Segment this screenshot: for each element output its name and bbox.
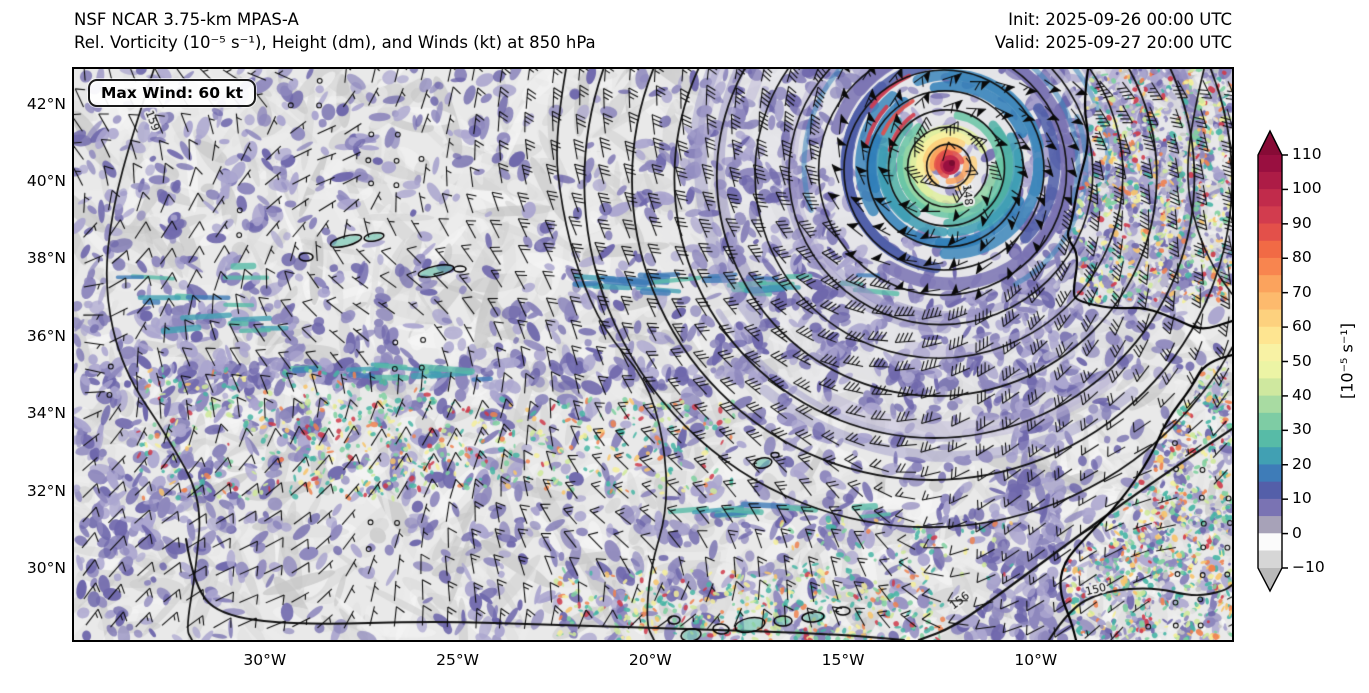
colorbar-tick-label: 10 xyxy=(1292,489,1312,508)
lat-tick-label: 36°N xyxy=(26,326,66,345)
colorbar-tick-label: 60 xyxy=(1292,317,1312,336)
colorbar-gradient xyxy=(1257,129,1288,593)
colorbar-tick-label: 0 xyxy=(1292,523,1302,542)
init-time: Init: 2025-09-26 00:00 UTC xyxy=(1008,10,1232,29)
lat-tick-label: 40°N xyxy=(26,172,66,191)
colorbar-tick-label: 110 xyxy=(1292,145,1322,163)
lon-tick-label: 20°W xyxy=(628,651,672,669)
colorbar-tick-label: 20 xyxy=(1292,454,1312,473)
valid-time: Valid: 2025-09-27 20:00 UTC xyxy=(994,33,1232,52)
map-plot-area: Max Wind: 60 kt xyxy=(72,67,1234,642)
colorbar-tick-label: 90 xyxy=(1292,213,1312,232)
title-line-2: Rel. Vorticity (10⁻⁵ s⁻¹), Height (dm), … xyxy=(74,33,596,52)
lon-tick-label: 15°W xyxy=(821,651,865,669)
colorbar-tick-label: 50 xyxy=(1292,351,1312,370)
colorbar-unit-label: [10⁻⁵ s⁻¹] xyxy=(1337,323,1357,399)
init-valid-times: Init: 2025-09-26 00:00 UTC Valid: 2025-0… xyxy=(995,8,1232,54)
lat-tick-label: 30°N xyxy=(26,558,66,577)
colorbar-tick-label: 100 xyxy=(1292,179,1322,198)
lat-tick-label: 34°N xyxy=(26,404,66,423)
colorbar-tick-label: 40 xyxy=(1292,385,1312,404)
lat-tick-label: 42°N xyxy=(26,94,66,113)
colorbar-tick-label: −10 xyxy=(1292,558,1325,576)
lat-tick-label: 32°N xyxy=(26,481,66,500)
lon-tick-label: 30°W xyxy=(243,651,287,669)
lat-tick-label: 38°N xyxy=(26,249,66,268)
title-line-1: NSF NCAR 3.75-km MPAS-A xyxy=(74,10,299,29)
max-wind-badge: Max Wind: 60 kt xyxy=(88,79,257,107)
colorbar-tick-label: 30 xyxy=(1292,420,1312,439)
colorbar-tick-label: 80 xyxy=(1292,248,1312,267)
colorbar-tick-label: 70 xyxy=(1292,282,1312,301)
map-canvas xyxy=(74,69,1232,640)
lon-tick-label: 10°W xyxy=(1014,651,1058,669)
chart-title: NSF NCAR 3.75-km MPAS-A Rel. Vorticity (… xyxy=(74,8,596,54)
lon-tick-label: 25°W xyxy=(436,651,479,669)
